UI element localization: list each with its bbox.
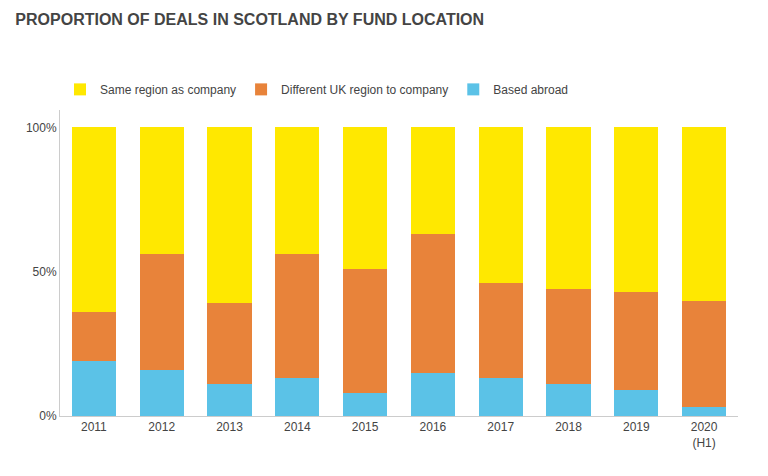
svg-text:2012: 2012 bbox=[148, 420, 175, 434]
svg-text:2018: 2018 bbox=[555, 420, 582, 434]
svg-text:0%: 0% bbox=[39, 409, 57, 423]
svg-text:2013: 2013 bbox=[216, 420, 243, 434]
svg-text:2017: 2017 bbox=[487, 420, 514, 434]
svg-text:Different UK region to company: Different UK region to company bbox=[281, 83, 448, 97]
svg-text:Based abroad: Based abroad bbox=[493, 83, 568, 97]
svg-text:50%: 50% bbox=[33, 265, 57, 279]
svg-text:2011: 2011 bbox=[81, 420, 107, 434]
svg-text:2014: 2014 bbox=[284, 420, 311, 434]
svg-text:100%: 100% bbox=[26, 121, 57, 135]
svg-text:2015: 2015 bbox=[352, 420, 379, 434]
svg-text:PROPORTION OF DEALS IN SCOTLAN: PROPORTION OF DEALS IN SCOTLAND BY FUND … bbox=[15, 11, 484, 28]
svg-text:2019: 2019 bbox=[623, 420, 650, 434]
svg-text:2016: 2016 bbox=[420, 420, 447, 434]
svg-text:Same region as company: Same region as company bbox=[100, 83, 236, 97]
svg-text:2020(H1): 2020(H1) bbox=[691, 420, 718, 450]
